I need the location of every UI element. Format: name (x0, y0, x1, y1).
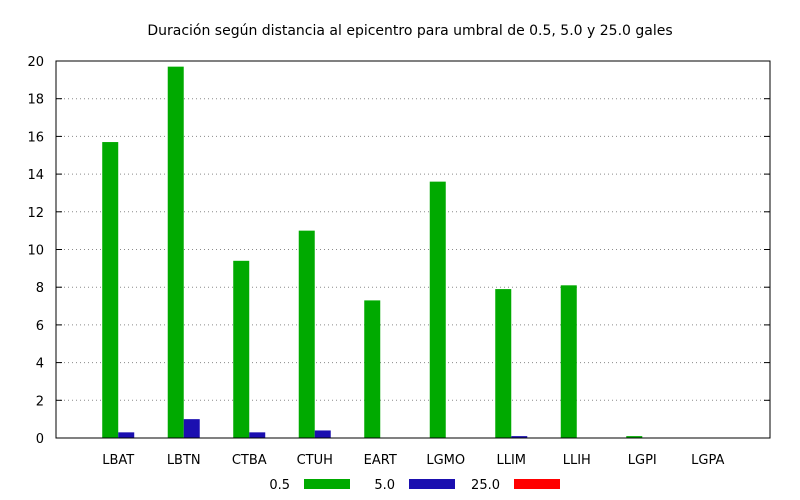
bar-ctba-5_0 (249, 432, 266, 438)
y-tick-label: 0 (36, 432, 44, 447)
bar-lbat-0_5 (102, 142, 119, 438)
x-tick-label: LGPI (628, 453, 657, 468)
y-tick-label: 16 (27, 130, 44, 145)
legend-label: 25.0 (471, 478, 500, 493)
bar-lgpi-0_5 (626, 436, 643, 438)
x-tick-label: LGPA (691, 453, 724, 468)
bar-llih-0_5 (560, 285, 577, 438)
y-tick-label: 18 (27, 93, 44, 108)
y-axis: 0 2 4 6 8 10 12 14 16 18 20 (27, 55, 770, 447)
y-tick-label: 4 (36, 357, 44, 372)
y-tick-label: 8 (36, 281, 44, 296)
x-axis: LBAT LBTN CTBA CTUH EART LGMO LLIM LLIH LGPI LGPA (102, 453, 724, 468)
bar-lbat-5_0 (118, 432, 135, 438)
bar-llim-0_5 (495, 289, 512, 438)
bars (102, 66, 643, 438)
x-tick-label: CTUH (297, 453, 333, 468)
x-tick-label: CTBA (232, 453, 267, 468)
legend-swatch (514, 479, 560, 489)
y-tick-label: 14 (27, 168, 44, 183)
x-tick-label: EART (364, 453, 397, 468)
bar-ctuh-0_5 (298, 230, 315, 438)
legend-label: 0.5 (269, 478, 290, 493)
chart-title: Duración según distancia al epicentro pa… (147, 23, 672, 39)
x-tick-label: LBAT (102, 453, 134, 468)
bar-lgmo-0_5 (429, 181, 446, 438)
bar-ctuh-5_0 (314, 430, 331, 438)
x-tick-label: LGMO (426, 453, 465, 468)
y-tick-label: 6 (36, 319, 44, 334)
legend-label: 5.0 (374, 478, 395, 493)
x-tick-label: LBTN (167, 453, 201, 468)
y-tick-label: 10 (27, 244, 44, 259)
legend-swatch (304, 479, 350, 489)
y-tick-label: 12 (27, 206, 44, 221)
y-tick-label: 20 (27, 55, 44, 70)
bar-llim-5_0 (511, 436, 528, 438)
bar-ctba-0_5 (233, 260, 250, 438)
x-tick-label: LLIH (563, 453, 591, 468)
x-tick-label: LLIM (496, 453, 526, 468)
grid-lines (56, 98, 770, 401)
bar-lbtn-0_5 (167, 66, 184, 438)
bar-lbtn-5_0 (183, 419, 200, 438)
y-tick-label: 2 (36, 394, 44, 409)
bar-eart-0_5 (364, 300, 381, 438)
legend: 0.5 5.0 25.0 (269, 478, 560, 493)
legend-swatch (409, 479, 455, 489)
